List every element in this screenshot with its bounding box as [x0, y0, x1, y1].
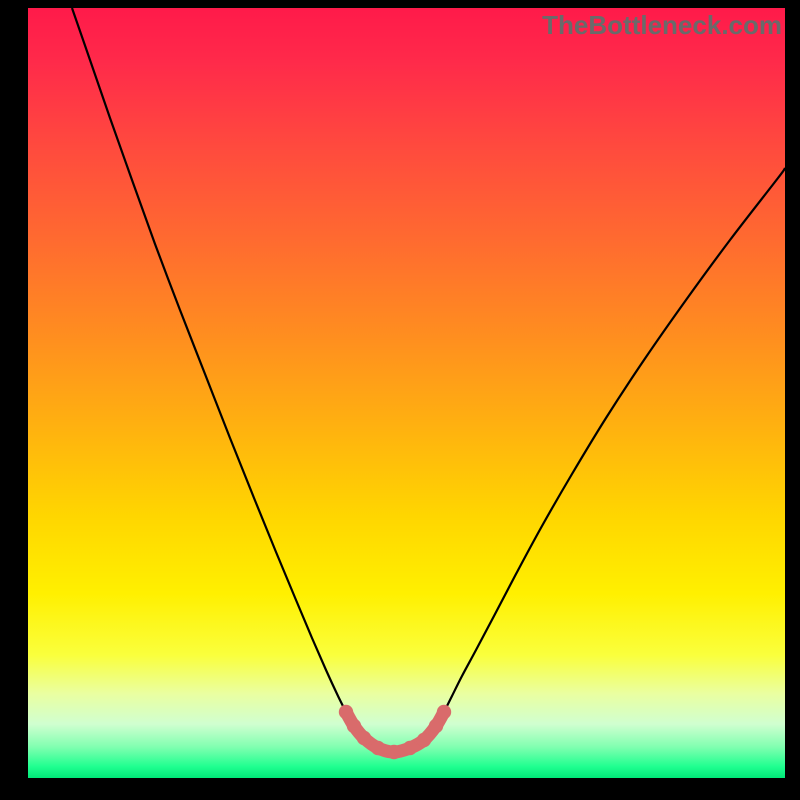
bottom-lobe-dot — [403, 741, 417, 755]
curve-right-branch — [444, 168, 785, 712]
bottom-lobe-dot — [437, 705, 451, 719]
bottom-lobe-dot — [429, 719, 443, 733]
bottom-lobe-dot — [347, 719, 361, 733]
bottom-lobe-dot — [357, 731, 371, 745]
bottom-lobe-dot — [417, 733, 431, 747]
watermark-text: TheBottleneck.com — [542, 10, 782, 41]
chart-frame: TheBottleneck.com — [0, 0, 800, 800]
curve-layer — [0, 0, 800, 800]
bottom-lobe-dot — [387, 745, 401, 759]
bottom-lobe-dot — [371, 741, 385, 755]
curve-left-branch — [72, 8, 346, 712]
bottom-lobe-dot — [339, 705, 353, 719]
